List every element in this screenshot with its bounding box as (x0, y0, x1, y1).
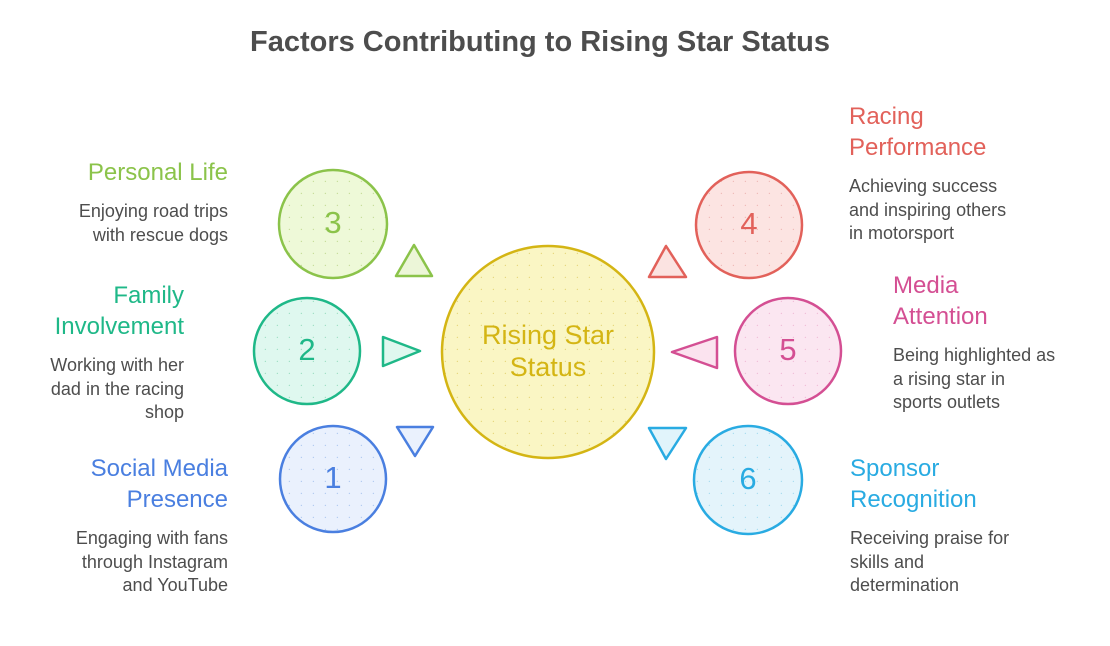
svg-text:6: 6 (739, 461, 756, 496)
svg-text:2: 2 (298, 332, 315, 367)
svg-text:3: 3 (324, 205, 341, 240)
svg-text:4: 4 (740, 206, 757, 241)
svg-text:5: 5 (779, 332, 796, 367)
svg-text:1: 1 (324, 460, 341, 495)
svg-text:Status: Status (510, 352, 587, 382)
svg-text:Rising Star: Rising Star (482, 320, 614, 350)
